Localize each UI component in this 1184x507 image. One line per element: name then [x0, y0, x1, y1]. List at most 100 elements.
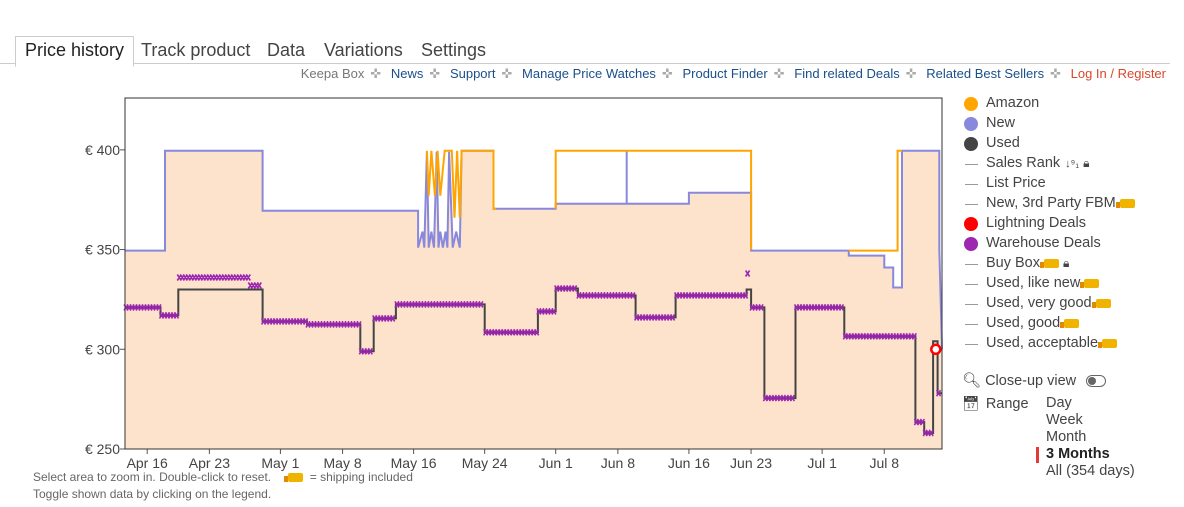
- toggle-hint: Toggle shown data by clicking on the leg…: [33, 487, 272, 501]
- truck-icon: [1060, 318, 1080, 328]
- warehouse-deal-marker: [372, 314, 396, 322]
- range-option-day[interactable]: Day: [1046, 395, 1072, 411]
- tab-variations[interactable]: Variations: [324, 40, 403, 60]
- warehouse-deal-marker: [576, 291, 636, 299]
- tab-settings[interactable]: Settings: [421, 40, 487, 60]
- shipping-hint-text: = shipping included: [309, 470, 413, 484]
- separator-icon: ✜: [370, 66, 382, 81]
- legend-label: New: [986, 115, 1016, 131]
- calendar-icon: 📅︎: [962, 395, 980, 411]
- legend-label: New, 3rd Party FBM: [986, 195, 1116, 211]
- truck-icon: [284, 473, 304, 483]
- line-icon: [965, 264, 978, 265]
- legend-label: List Price: [986, 175, 1046, 191]
- range-option-month[interactable]: Month: [1046, 429, 1087, 445]
- x-tick-label: Jul 1: [807, 455, 837, 471]
- warehouse-deal-marker: [913, 418, 926, 426]
- link-related-best-sellers[interactable]: Related Best Sellers: [926, 66, 1045, 81]
- warehouse-deal-marker: [554, 285, 578, 292]
- y-tick-label: € 350: [85, 242, 120, 258]
- warehouse-deal-marker: [762, 394, 796, 402]
- sort-icon: ↓⁹₁: [1065, 158, 1080, 170]
- warehouse-deal-marker: [922, 429, 934, 437]
- truck-icon: [1091, 298, 1111, 308]
- warehouse-deal-marker: [935, 389, 942, 397]
- range-label: Range: [985, 396, 1029, 412]
- x-tick-label: May 24: [462, 455, 508, 471]
- warehouse-deal-marker: [842, 332, 917, 340]
- truck-icon: [1080, 278, 1100, 288]
- y-tick-label: € 250: [85, 441, 120, 457]
- separator-icon: ✜: [905, 66, 917, 81]
- warehouse-deal-marker: [744, 270, 751, 277]
- closeup-label: Close-up view: [985, 373, 1077, 389]
- legend-label: Warehouse Deals: [986, 235, 1101, 251]
- truck-icon: [1040, 258, 1059, 268]
- link-product-finder[interactable]: Product Finder: [682, 66, 768, 81]
- warehouse-deal-marker: [749, 303, 764, 311]
- x-tick-label: Jun 8: [601, 455, 635, 471]
- line-icon: [965, 324, 978, 325]
- plot-frame: [124, 97, 943, 450]
- legend-label: Used, acceptable: [986, 335, 1099, 351]
- legend-label: Sales Rank: [986, 155, 1061, 171]
- warehouse-deal-marker: [483, 328, 540, 336]
- search-icon: 🔍︎: [962, 372, 982, 389]
- range-option-all[interactable]: All (354 days): [1046, 463, 1135, 479]
- legend-label: Amazon: [986, 95, 1040, 111]
- warehouse-deal-marker: [176, 274, 251, 281]
- y-tick-label: € 300: [85, 341, 120, 357]
- x-tick-label: May 16: [391, 455, 437, 471]
- line-icon: [965, 184, 978, 185]
- tab-data[interactable]: Data: [267, 40, 306, 60]
- legend-label: Lightning Deals: [986, 215, 1086, 231]
- range-option-week[interactable]: Week: [1046, 412, 1083, 428]
- legend-label: Used, very good: [986, 295, 1092, 311]
- link-find-related-deals[interactable]: Find related Deals: [794, 66, 900, 81]
- range-option-3-months[interactable]: 3 Months: [1046, 446, 1110, 462]
- top-links: Keepa Box ✜ News ✜ Support ✜ Manage Price W…: [301, 66, 1166, 82]
- link-keepa-box[interactable]: Keepa Box: [300, 66, 365, 81]
- line-icon: [965, 164, 978, 165]
- line-icon: [965, 284, 978, 285]
- lock-icon: 🔒︎: [1063, 256, 1070, 270]
- tab-track-product[interactable]: Track product: [141, 40, 251, 60]
- legend-label: Used: [986, 135, 1020, 151]
- range-options: Day Week Month 3 Months All (354 days): [1046, 395, 1135, 480]
- link-manage-price-watches[interactable]: Manage Price Watches: [522, 66, 656, 81]
- x-tick-label: Jun 1: [539, 455, 573, 471]
- lightning-dot-icon: [964, 217, 978, 231]
- tab-price-history[interactable]: Price history: [15, 36, 135, 67]
- warehouse-deal-marker: [358, 347, 373, 355]
- separator-icon: ✜: [1050, 66, 1061, 81]
- x-tick-label: Jun 23: [730, 455, 772, 471]
- tab-bar: Price history Track product Data Variati…: [0, 36, 1170, 67]
- range-selected-marker: [1036, 447, 1039, 463]
- new-price-area: [125, 150, 942, 450]
- lightning-deal-point: [930, 343, 942, 356]
- y-tick-label: € 400: [85, 142, 120, 158]
- legend-label: Used, like new: [986, 275, 1081, 291]
- x-tick-label: Apr 16: [127, 455, 168, 471]
- amazon-dot-icon: [964, 97, 978, 111]
- x-tick-label: May 1: [261, 455, 299, 471]
- warehouse-deal-marker: [260, 317, 309, 325]
- warehouse-dot-icon: [964, 237, 978, 251]
- link-login-register[interactable]: Log In / Register: [1070, 66, 1166, 81]
- link-support[interactable]: Support: [449, 66, 496, 81]
- closeup-control[interactable]: 🔍︎ Close-up view: [962, 371, 1107, 389]
- truck-icon: [1115, 198, 1135, 208]
- legend-label: Buy Box: [986, 255, 1040, 271]
- warehouse-deal-marker: [394, 300, 484, 308]
- warehouse-deal-marker: [305, 320, 362, 328]
- warehouse-deal-marker: [673, 291, 749, 299]
- separator-icon: ✜: [661, 66, 673, 81]
- closeup-toggle[interactable]: [1086, 375, 1107, 388]
- zoom-hint: Select area to zoom in. Double-click to …: [33, 470, 413, 484]
- series-amazon-line: [425, 149, 902, 252]
- x-tick-label: May 8: [324, 455, 362, 471]
- separator-icon: ✜: [773, 66, 785, 81]
- lock-icon: 🔒︎: [1083, 156, 1090, 170]
- link-news[interactable]: News: [390, 66, 424, 81]
